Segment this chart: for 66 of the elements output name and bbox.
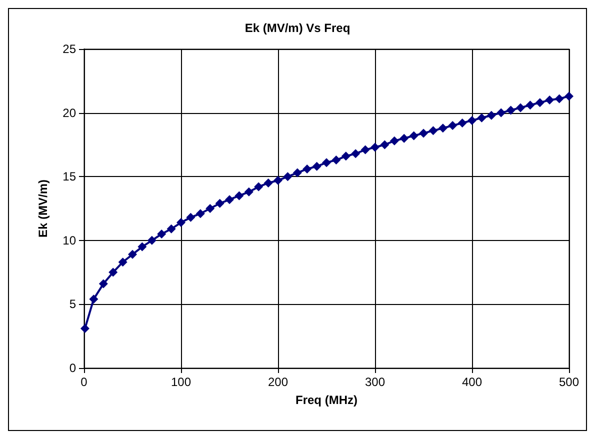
point (400, 134, 409, 143)
point (186, 212, 196, 222)
point (496, 108, 506, 118)
point (80, 324, 90, 333)
point (254, 182, 264, 192)
point (428, 126, 438, 136)
point (157, 230, 166, 239)
x-tick-label: 400 (462, 375, 482, 389)
point (477, 113, 486, 122)
x-tick-label: 500 (558, 375, 580, 389)
x-tick-label: 0 (80, 375, 88, 389)
point (506, 106, 516, 115)
point (166, 224, 176, 234)
point (409, 131, 418, 140)
point (312, 162, 322, 171)
point (526, 100, 535, 110)
point (234, 191, 244, 200)
x-tick-label: 200 (268, 375, 288, 389)
point (322, 158, 331, 168)
point (419, 128, 428, 138)
point (244, 187, 254, 196)
point (89, 294, 98, 304)
point (554, 94, 564, 104)
point (292, 168, 302, 178)
point (341, 152, 350, 161)
y-axis-title: Ek (MV/m) (36, 179, 50, 238)
point (545, 96, 554, 105)
point (118, 258, 128, 267)
point (370, 142, 380, 152)
y-tick-label: 20 (62, 106, 76, 120)
point (264, 178, 273, 188)
point (147, 236, 156, 245)
point (302, 164, 312, 174)
point (564, 92, 574, 101)
point (380, 140, 390, 150)
point (108, 268, 118, 277)
y-tick-label: 0 (69, 361, 76, 375)
point (128, 250, 137, 259)
point (468, 116, 476, 125)
point (196, 209, 205, 218)
x-axis-title: Freq (MHz) (296, 393, 358, 407)
point (516, 103, 525, 112)
point (176, 218, 186, 228)
point (360, 145, 370, 154)
y-tick-label: 25 (62, 42, 76, 56)
point (206, 204, 215, 213)
point (332, 156, 341, 165)
point (535, 98, 544, 108)
point (486, 110, 496, 120)
y-tick-label: 10 (62, 233, 76, 248)
point (98, 279, 108, 288)
point (225, 195, 234, 204)
point (351, 149, 360, 158)
y-tick-label: 15 (62, 170, 76, 184)
x-tick-label: 300 (364, 375, 386, 389)
point (390, 136, 399, 146)
point (215, 198, 224, 208)
point (274, 176, 282, 185)
x-tick-label: 100 (170, 375, 192, 389)
point (283, 172, 292, 182)
point (448, 121, 458, 130)
chart-title: Ek (MV/m) Vs Freq (244, 21, 350, 35)
point (458, 118, 467, 128)
point (138, 242, 147, 252)
y-tick-label: 5 (69, 297, 76, 312)
point (438, 124, 448, 133)
